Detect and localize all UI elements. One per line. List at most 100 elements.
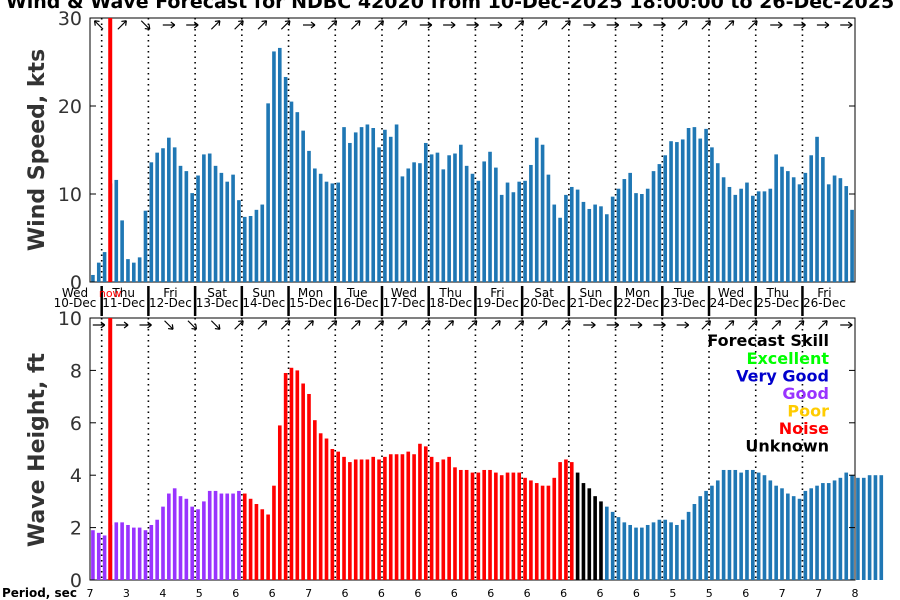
direction-arrow xyxy=(162,21,176,29)
wind-bar xyxy=(534,137,539,282)
date-label: 23-Dec xyxy=(663,296,706,310)
wave-bar xyxy=(120,522,124,580)
wave-bar xyxy=(266,514,270,580)
wave-bar xyxy=(435,462,440,580)
date-label: 19-Dec xyxy=(476,296,519,310)
wave-bar xyxy=(161,506,165,580)
direction-arrow xyxy=(374,320,384,330)
date-label: 10-Dec xyxy=(54,296,97,310)
wind-bar xyxy=(429,154,434,282)
day-label: Mon xyxy=(625,286,650,300)
wave-bar xyxy=(628,524,632,580)
period-value: 6 xyxy=(524,587,531,600)
wave-bar xyxy=(429,456,434,580)
wave-bar xyxy=(178,496,183,580)
wave-bar xyxy=(517,472,522,580)
wind-bar xyxy=(791,177,796,282)
wave-bar xyxy=(686,511,691,580)
direction-arrow xyxy=(421,320,431,330)
wave-height-panel: 0 2 4 6 8 10 Wave Height, ft Forecast Skill E… xyxy=(2,308,884,600)
wave-bar xyxy=(499,475,504,580)
wind-bar xyxy=(207,153,212,282)
wave-direction-arrows xyxy=(92,320,853,330)
period-label: Period, sec xyxy=(2,586,77,600)
wind-bar xyxy=(254,209,259,282)
wave-bar xyxy=(809,488,814,580)
legend-entry: Very Good xyxy=(736,367,829,386)
period-value: 6 xyxy=(487,587,494,600)
wind-bar xyxy=(826,184,831,282)
direction-arrow xyxy=(537,320,548,330)
wind-bar xyxy=(616,188,621,282)
period-value: 6 xyxy=(451,587,458,600)
day-label: Fri xyxy=(163,286,177,300)
wind-bar xyxy=(423,142,428,282)
direction-arrow xyxy=(186,21,199,29)
wind-bar xyxy=(277,47,282,282)
wind-bar xyxy=(459,144,463,282)
direction-arrow xyxy=(676,321,690,329)
wind-bar xyxy=(698,138,703,282)
wave-bar xyxy=(861,477,866,580)
direction-arrow xyxy=(701,20,711,30)
wave-bar xyxy=(599,501,603,580)
wave-bar xyxy=(581,483,586,580)
direction-arrow xyxy=(327,320,338,330)
wave-bar xyxy=(377,459,381,580)
date-label: 25-Dec xyxy=(756,296,799,310)
wave-ytick-label: 6 xyxy=(70,413,82,435)
wind-bar xyxy=(371,128,376,282)
wave-bar xyxy=(774,485,778,580)
wind-bar xyxy=(832,175,837,282)
wind-bar xyxy=(219,172,224,282)
wind-bar xyxy=(114,179,119,282)
date-label: 20-Dec xyxy=(523,296,566,310)
wave-bar xyxy=(353,459,358,580)
wind-bar xyxy=(225,181,230,282)
wave-bar xyxy=(365,459,370,580)
wave-bar xyxy=(190,506,194,580)
day-label: Tue xyxy=(673,286,695,300)
direction-arrow xyxy=(748,20,758,30)
direction-arrow xyxy=(770,21,783,29)
wind-bar xyxy=(680,139,685,282)
direction-arrow xyxy=(514,20,525,30)
wind-bar xyxy=(167,137,171,282)
direction-arrow xyxy=(561,320,571,330)
direction-arrow xyxy=(771,320,782,330)
wave-bar xyxy=(464,469,469,580)
period-value: 6 xyxy=(342,587,349,600)
wave-bar xyxy=(418,443,422,580)
wind-direction-arrows xyxy=(93,20,853,30)
wave-bar xyxy=(242,493,247,580)
wave-bar xyxy=(459,469,463,580)
direction-arrow xyxy=(164,320,174,330)
wind-day-gridlines xyxy=(100,18,804,282)
wave-bar xyxy=(803,490,808,580)
wind-bar xyxy=(242,216,247,282)
wind-bar xyxy=(336,182,340,282)
date-label: 18-Dec xyxy=(429,296,472,310)
wind-bar xyxy=(394,124,399,282)
direction-arrow xyxy=(234,320,244,330)
wave-ytick-label: 10 xyxy=(58,308,82,330)
wind-ytick-label: 10 xyxy=(58,184,82,206)
wave-y-ticks: 0 2 4 6 8 10 xyxy=(58,308,855,592)
wave-bar xyxy=(114,522,119,580)
wave-bar xyxy=(873,475,878,580)
wind-bar xyxy=(768,188,773,282)
direction-arrow xyxy=(280,320,291,330)
wave-bar xyxy=(476,472,481,580)
period-value: 6 xyxy=(633,587,640,600)
wind-bar xyxy=(353,132,358,282)
wave-bar xyxy=(336,451,340,580)
wind-bar xyxy=(745,182,749,282)
date-label: 14-Dec xyxy=(242,296,285,310)
wave-bar xyxy=(680,519,685,580)
direction-arrow xyxy=(93,20,104,30)
wave-bar xyxy=(721,469,726,580)
wind-bar xyxy=(569,186,574,282)
wind-bar xyxy=(237,200,241,282)
wind-bar xyxy=(435,152,440,282)
wind-bar xyxy=(161,148,165,282)
